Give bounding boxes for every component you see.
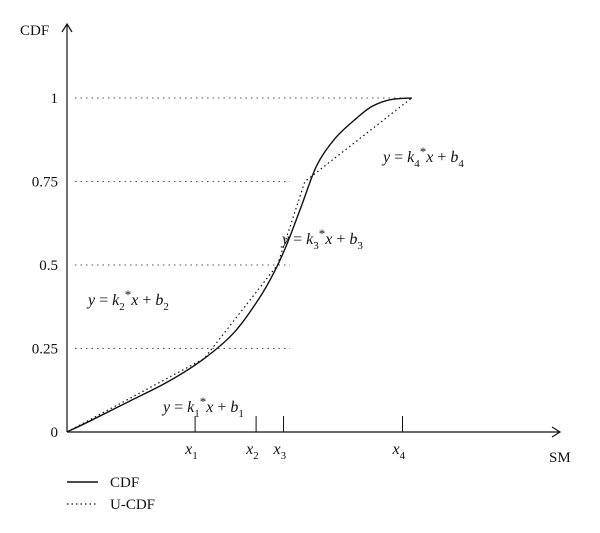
x-tick-label-1: x1 xyxy=(184,441,198,462)
equation-4: y = k4*x + b4 xyxy=(381,144,464,170)
x-tick-label-2: x2 xyxy=(245,441,259,462)
y-axis-arrow xyxy=(61,22,73,33)
series-u-cdf-line xyxy=(66,97,413,433)
legend-label-2: U-CDF xyxy=(110,497,155,513)
y-tick-label-2: 0.5 xyxy=(39,258,58,274)
y-axis-label: CDF xyxy=(20,23,49,39)
x-tick-label-3: x3 xyxy=(273,441,287,462)
x-axis-arrow xyxy=(551,426,562,438)
equation-3: y = k3*x + b3 xyxy=(280,226,363,252)
legend-label-1: CDF xyxy=(110,475,139,491)
y-tick-label-3: 0.75 xyxy=(32,175,58,191)
y-tick-label-1: 0.25 xyxy=(32,342,58,358)
y-tick-label-0: 0 xyxy=(51,425,59,441)
y-tick-label-4: 1 xyxy=(51,91,59,107)
x-axis-label: SM xyxy=(549,450,571,466)
equation-1: y = k1*x + b1 xyxy=(161,394,244,420)
x-tick-label-4: x4 xyxy=(392,441,406,462)
series-cdf-line xyxy=(66,97,412,433)
equation-2: y = k2*x + b2 xyxy=(86,287,169,313)
